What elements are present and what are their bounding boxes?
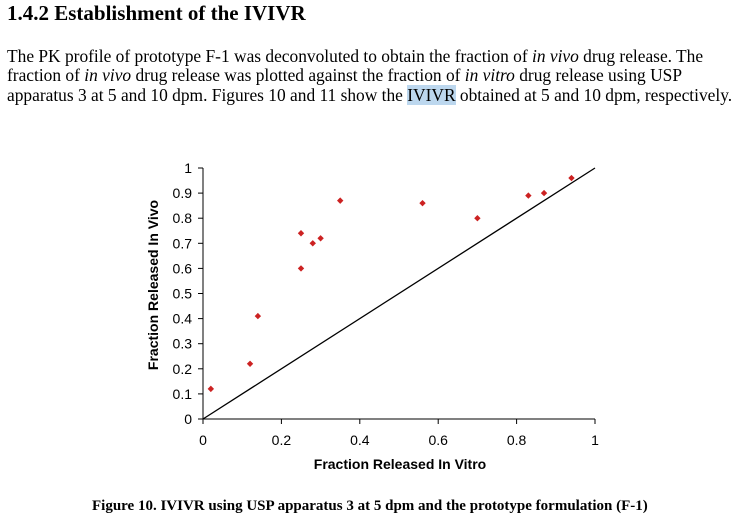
data-point <box>419 199 426 207</box>
data-point <box>474 215 481 222</box>
para-text-4: drug release using USP apparatus 3 at 5 … <box>7 65 682 105</box>
data-point <box>297 265 305 272</box>
ivivr-scatter-chart: 0 0.2 0.4 0.6 0.8 1 0 0.1 0.2 0.3 0.4 0.5 0.6 0.7 0.8 0… <box>145 160 600 472</box>
data-point <box>317 235 324 242</box>
y-tick-label: 0.3 <box>173 336 193 352</box>
para-italic-in-vitro: in vitro <box>464 65 515 86</box>
y-tick-label: 0.5 <box>173 286 193 302</box>
data-point <box>309 240 316 247</box>
x-tick-label: 0 <box>199 432 207 448</box>
y-tick-label: 0.9 <box>173 185 193 201</box>
section-heading: 1.4.2 Establishment of the IVIVR <box>7 1 306 25</box>
y-tick-label: 0.8 <box>173 210 193 226</box>
x-tick-label: 1 <box>591 432 599 448</box>
x-tick-label: 0.8 <box>507 432 527 448</box>
y-tick-label: 0.6 <box>173 260 193 276</box>
data-point <box>540 189 548 197</box>
para-italic-in-vivo-2: in vivo <box>84 65 132 86</box>
x-tick-label: 0.6 <box>428 432 448 448</box>
para-italic-in-vivo-1: in vivo <box>531 46 579 66</box>
reference-line-y-equals-x <box>202 167 596 420</box>
y-tick-label: 0.1 <box>173 386 193 402</box>
para-text-2: drug release. The fraction of <box>7 46 704 86</box>
y-tick-label: 0 <box>184 411 192 427</box>
data-point <box>207 385 215 393</box>
figure-caption: Figure 10. IVIVR using USP apparatus 3 a… <box>92 498 648 514</box>
reference-line-layer <box>202 167 596 420</box>
highlighted-ivivr: IVIVR <box>407 84 456 105</box>
point-layer <box>207 174 575 393</box>
body-paragraph: The PK profile of prototype F-1 was deco… <box>7 46 747 105</box>
para-text-1: The PK profile of prototype F-1 was deco… <box>7 46 532 66</box>
y-axis-label: Fraction Released In Vivo <box>145 200 161 370</box>
para-text-3: drug release was plotted against the fra… <box>131 65 465 86</box>
x-tick-label: 0.2 <box>272 432 292 448</box>
y-tick-label: 0.7 <box>173 235 193 251</box>
data-point <box>254 312 262 320</box>
data-point <box>568 174 575 182</box>
data-point <box>297 230 305 237</box>
y-tick-label: 1 <box>184 160 192 176</box>
data-point <box>525 192 532 199</box>
tick-layer: 0 0.2 0.4 0.6 0.8 1 0 0.1 0.2 0.3 0.4 0.5 0.6 0.7 0.8 0… <box>173 160 600 448</box>
x-axis-label: Fraction Released In Vitro <box>314 456 486 472</box>
y-tick-label: 0.4 <box>173 311 193 327</box>
data-point <box>337 197 344 204</box>
para-text-5: obtained at 5 and 10 dpm, respectively. <box>455 84 733 105</box>
x-tick-label: 0.4 <box>350 432 370 448</box>
y-tick-label: 0.2 <box>173 361 193 377</box>
data-point <box>246 360 254 367</box>
